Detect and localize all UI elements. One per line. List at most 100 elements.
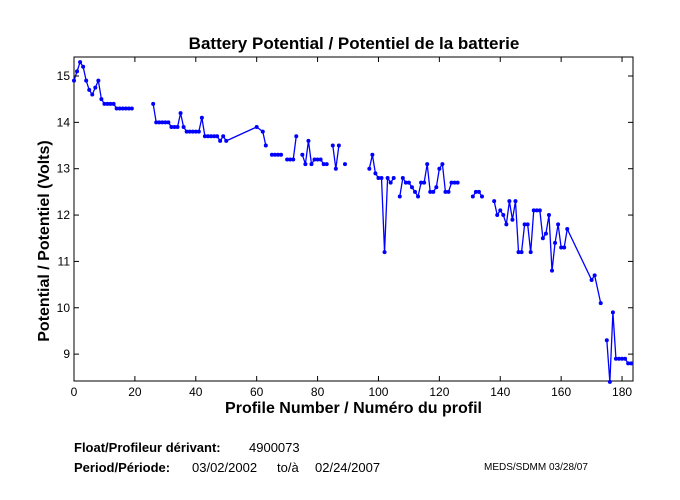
- data-point: [406, 180, 411, 185]
- data-point: [190, 129, 195, 134]
- data-point: [531, 208, 536, 213]
- data-point: [589, 277, 594, 282]
- data-point: [169, 124, 174, 129]
- data-point: [391, 175, 396, 180]
- data-point: [163, 120, 168, 125]
- data-point: [540, 236, 545, 241]
- data-point: [172, 124, 177, 129]
- data-point: [151, 101, 156, 106]
- data-point: [513, 199, 518, 204]
- data-point: [99, 97, 104, 102]
- data-point: [254, 124, 259, 129]
- data-point: [306, 138, 311, 143]
- period-end: 02/24/2007: [315, 460, 381, 475]
- period-start: 03/02/2002: [192, 460, 258, 475]
- y-tick-label: 9: [63, 347, 70, 361]
- data-point: [470, 194, 475, 199]
- data-point: [607, 379, 612, 384]
- data-point: [123, 106, 128, 111]
- data-point: [275, 152, 280, 157]
- data-point: [507, 199, 512, 204]
- data-point: [330, 143, 335, 148]
- y-tick-label: 14: [57, 115, 71, 129]
- data-point: [367, 166, 372, 171]
- credit-text: MEDS/SDMM 03/28/07: [484, 462, 588, 473]
- data-point: [215, 134, 220, 139]
- data-point: [333, 166, 338, 171]
- data-point: [476, 189, 481, 194]
- data-point: [199, 115, 204, 120]
- data-point: [400, 175, 405, 180]
- data-point: [90, 92, 95, 97]
- data-point: [373, 171, 378, 176]
- data-point: [193, 129, 198, 134]
- data-point: [525, 222, 530, 227]
- series-line: [152, 103, 267, 146]
- data-point: [413, 189, 418, 194]
- data-point: [272, 152, 277, 157]
- y-tick-label: 12: [57, 208, 71, 222]
- x-tick-label: 20: [128, 385, 142, 399]
- series-line: [332, 145, 340, 169]
- data-point: [294, 134, 299, 139]
- data-point: [409, 185, 414, 190]
- data-point: [184, 129, 189, 134]
- data-point: [422, 180, 427, 185]
- series-line: [493, 201, 602, 304]
- data-point: [388, 180, 393, 185]
- data-point: [620, 356, 625, 361]
- data-point: [78, 60, 83, 65]
- data-point: [546, 213, 551, 218]
- series-line: [606, 312, 632, 382]
- data-point: [452, 180, 457, 185]
- data-point: [187, 129, 192, 134]
- data-point: [440, 162, 445, 167]
- data-point: [598, 301, 603, 306]
- x-tick-label: 180: [612, 385, 632, 399]
- data-point: [309, 162, 314, 167]
- data-point: [111, 101, 116, 106]
- data-point: [425, 162, 430, 167]
- data-point: [105, 101, 110, 106]
- data-point: [72, 78, 76, 83]
- period-label: Period/Période:: [74, 460, 171, 475]
- data-point: [285, 157, 290, 162]
- data-point: [553, 240, 558, 245]
- data-point: [492, 199, 497, 204]
- data-point: [221, 134, 226, 139]
- y-axis-label: Potential / Potentiel (Volts): [36, 140, 53, 342]
- series-line: [368, 154, 395, 253]
- data-point: [336, 143, 341, 148]
- data-point: [397, 194, 402, 199]
- x-tick-label: 80: [311, 385, 325, 399]
- data-point: [613, 356, 618, 361]
- data-point: [403, 180, 408, 185]
- data-point: [108, 101, 113, 106]
- data-point: [263, 143, 268, 148]
- data-point: [114, 106, 119, 111]
- data-point: [516, 250, 521, 255]
- data-point: [559, 245, 564, 250]
- data-point: [75, 69, 80, 74]
- data-point: [160, 120, 165, 125]
- data-point: [610, 310, 615, 315]
- data-point: [626, 361, 631, 366]
- data-point: [379, 175, 384, 180]
- data-point: [279, 152, 284, 157]
- x-axis-label: Profile Number / Numéro du profil: [225, 400, 482, 417]
- data-point: [154, 120, 159, 125]
- data-point: [312, 157, 317, 162]
- data-point: [528, 250, 533, 255]
- data-point: [342, 162, 347, 167]
- data-point: [550, 268, 555, 273]
- data-point: [129, 106, 134, 111]
- data-point: [300, 152, 305, 157]
- data-point: [321, 162, 326, 167]
- data-point: [428, 189, 433, 194]
- data-point: [157, 120, 162, 125]
- data-point: [81, 64, 86, 69]
- data-point: [592, 273, 597, 278]
- data-point: [382, 250, 387, 255]
- data-point: [315, 157, 320, 162]
